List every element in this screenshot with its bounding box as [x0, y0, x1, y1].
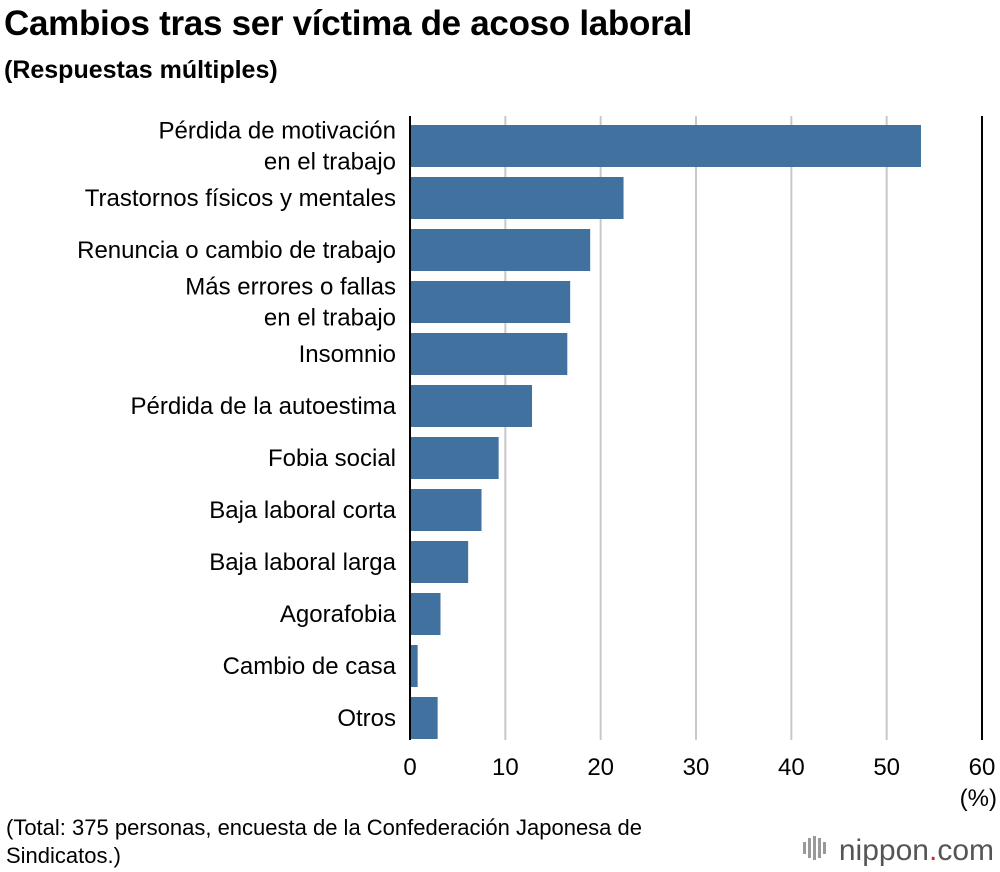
- tick-label: 40: [778, 754, 805, 781]
- tick-label: 50: [873, 754, 900, 781]
- category-label: en el trabajo: [264, 149, 396, 176]
- bar: [410, 697, 438, 739]
- bar: [410, 229, 591, 271]
- tick-label: 10: [492, 754, 519, 781]
- bar: [410, 385, 533, 427]
- category-labels: Pérdida de motivación en el trabajo Trasto…: [77, 118, 397, 733]
- category-label: Baja laboral corta: [209, 497, 396, 524]
- category-label: Insomnio: [299, 341, 396, 368]
- bar: [410, 437, 499, 479]
- logo-dot: .: [928, 834, 938, 867]
- tick-label: 60: [969, 754, 996, 781]
- gridlines: [504, 116, 888, 740]
- category-label: Otros: [337, 705, 396, 732]
- logo-bars-icon: [802, 834, 829, 868]
- category-label: Trastornos físicos y mentales: [85, 185, 396, 212]
- category-label: Renuncia o cambio de trabajo: [77, 237, 396, 264]
- bar: [410, 125, 921, 167]
- tick-label: 0: [403, 754, 416, 781]
- category-label: Pérdida de motivación: [159, 118, 396, 145]
- unit-label: (%): [960, 785, 997, 812]
- axes: [409, 116, 983, 740]
- tick-label: 30: [683, 754, 710, 781]
- bar: [410, 333, 568, 375]
- chart-subtitle: (Respuestas múltiples): [4, 56, 278, 84]
- bar: [410, 541, 469, 583]
- category-label: Cambio de casa: [223, 653, 397, 680]
- category-label: Agorafobia: [280, 601, 397, 628]
- bar: [410, 177, 624, 219]
- tick-label: 20: [587, 754, 614, 781]
- nippon-logo: nippon. com: [802, 834, 994, 868]
- bars: [410, 125, 921, 739]
- tick-labels: 0 10 20 30 40 50 60 (%): [403, 754, 997, 812]
- logo-name: nippon: [838, 834, 929, 867]
- category-label: Baja laboral larga: [209, 549, 396, 576]
- category-label: en el trabajo: [264, 305, 396, 332]
- bar: [410, 593, 441, 635]
- logo-tld: com: [937, 834, 994, 867]
- category-label: Pérdida de la autoestima: [131, 393, 397, 420]
- bar: [410, 645, 418, 687]
- bar: [410, 281, 571, 323]
- chart-title: Cambios tras ser víctima de acoso labora…: [4, 4, 692, 43]
- category-label: Fobia social: [268, 445, 396, 472]
- bar: [410, 489, 482, 531]
- category-label: Más errores o fallas: [185, 274, 396, 301]
- source-footnote: (Total: 375 personas, encuesta de la Con…: [6, 815, 642, 868]
